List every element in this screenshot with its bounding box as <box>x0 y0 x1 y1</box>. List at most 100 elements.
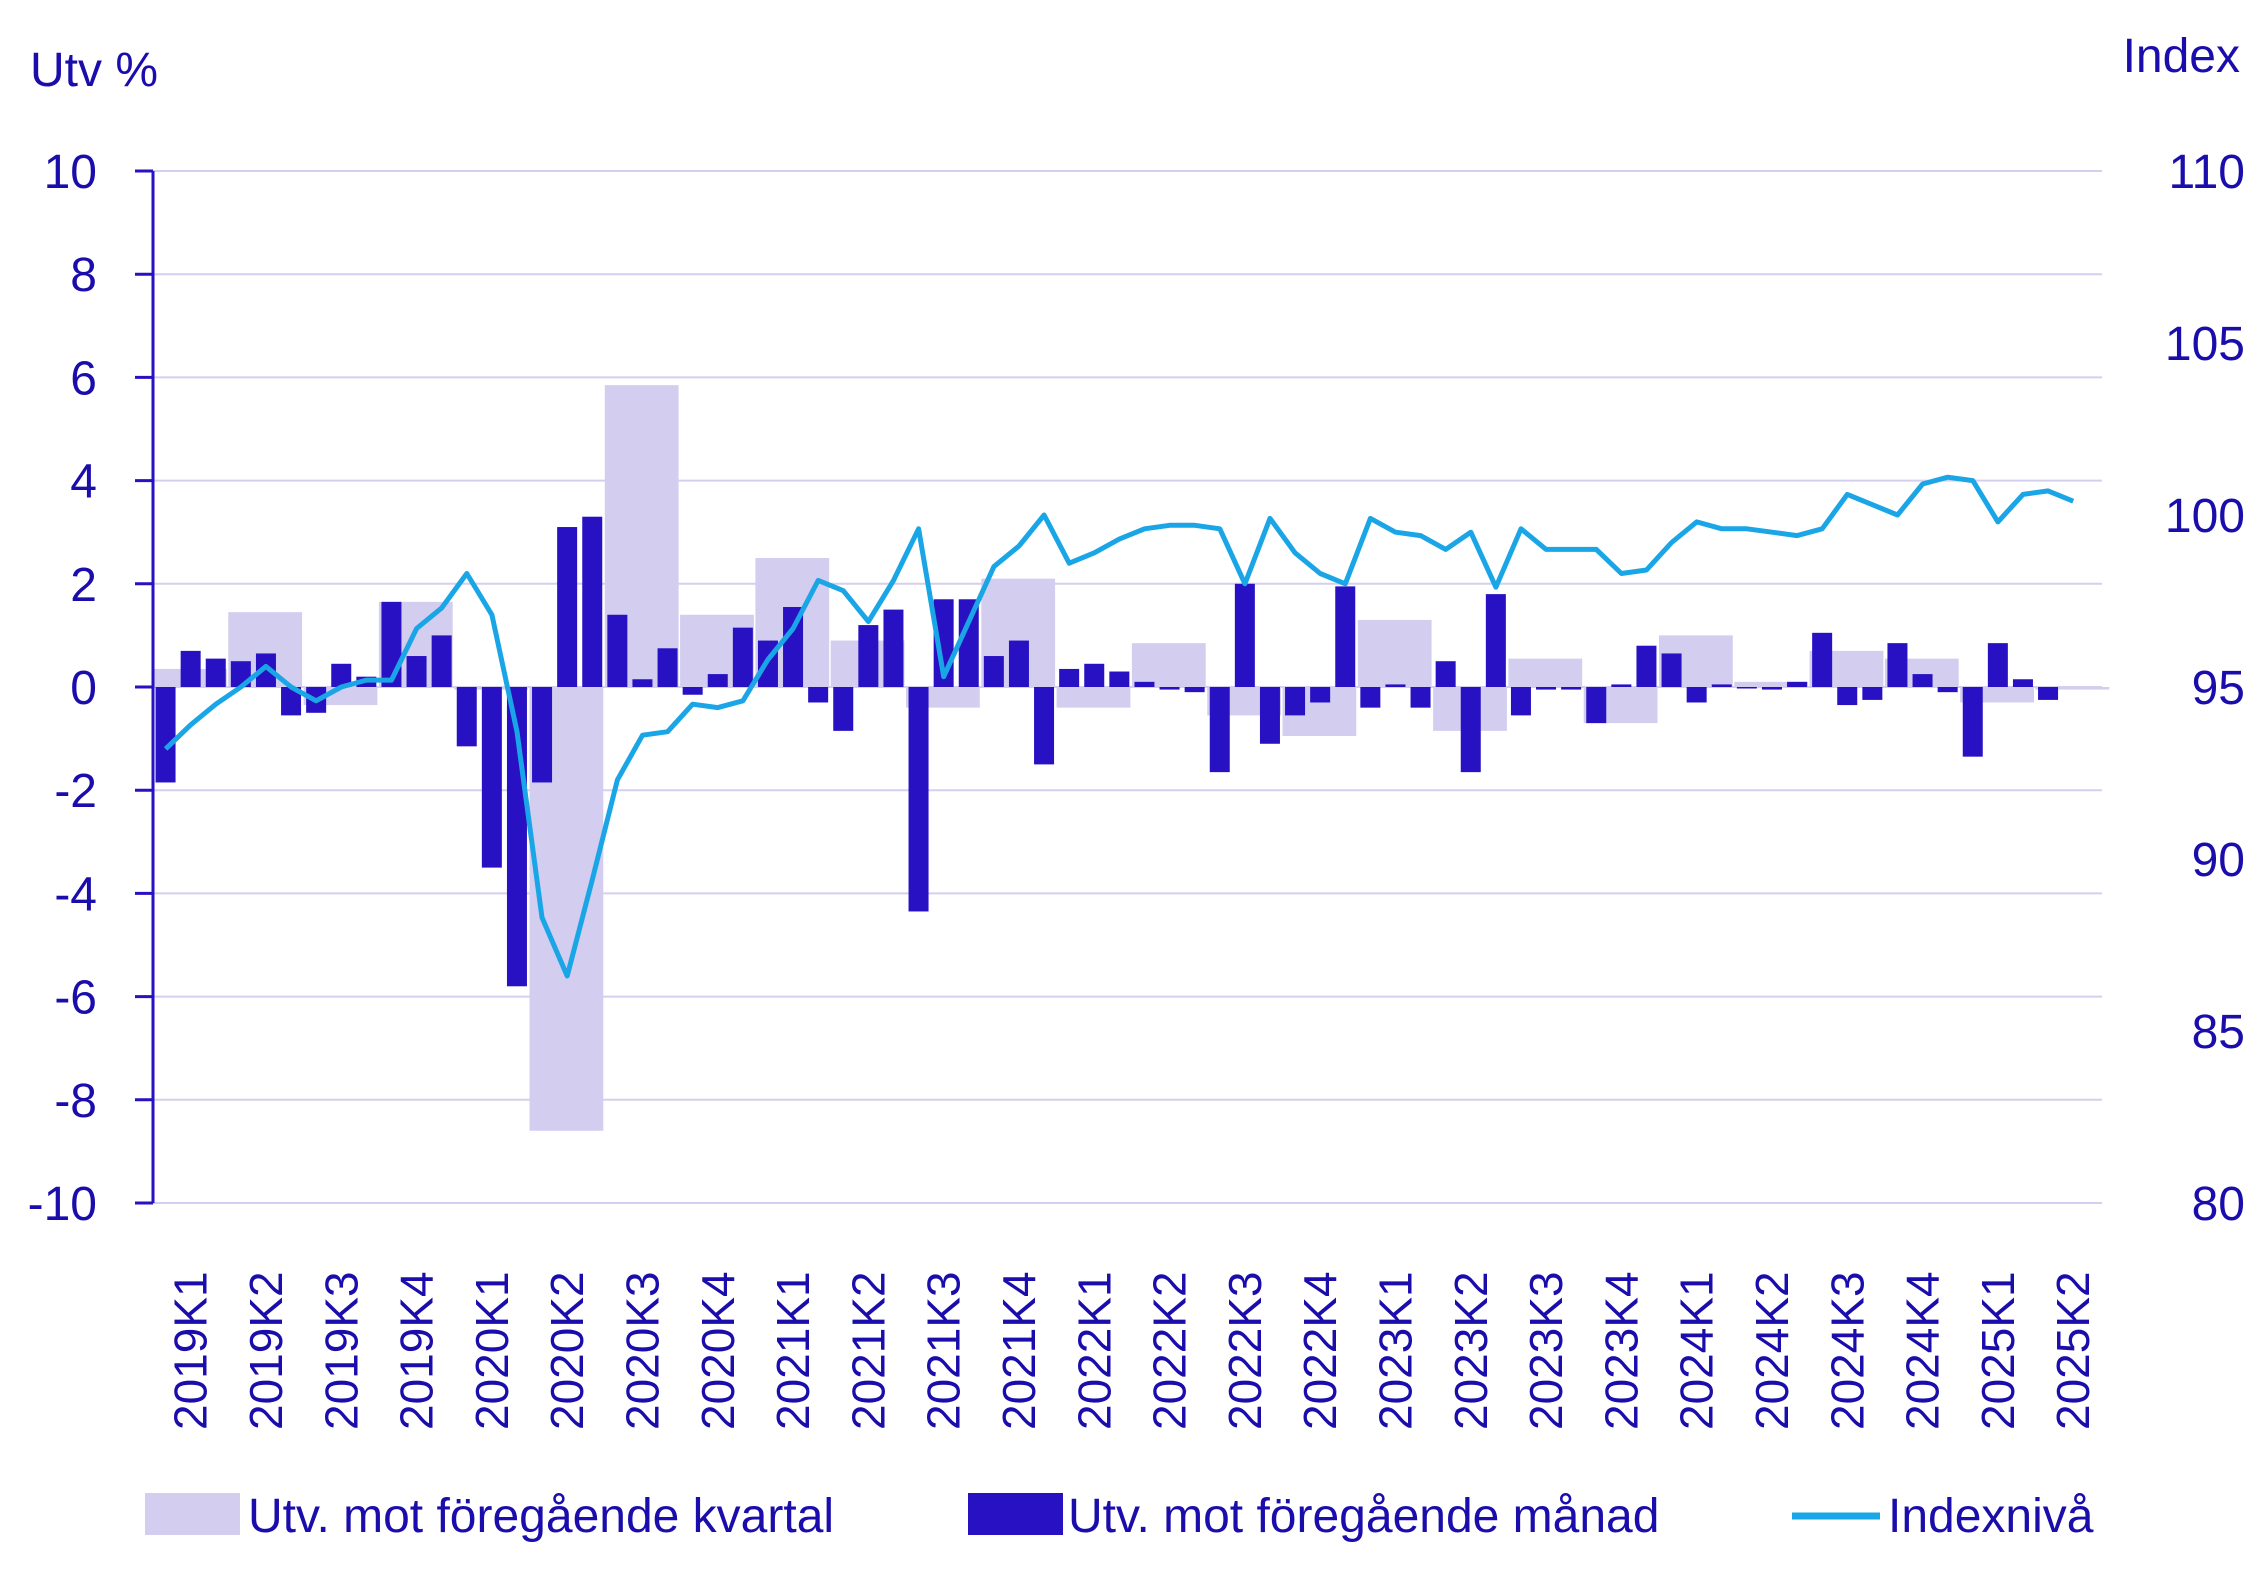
left-axis-tick-label: 0 <box>70 662 97 715</box>
x-axis-tick-label: 2022K2 <box>1144 1271 1196 1430</box>
x-axis-tick-label: 2020K2 <box>541 1271 593 1430</box>
monthly-bar <box>582 516 603 687</box>
x-axis-tick-label: 2019K4 <box>391 1271 443 1430</box>
index-line-path <box>163 474 2075 979</box>
x-axis-tick-label: 2021K4 <box>993 1271 1045 1430</box>
x-axis-tick-label: 2020K1 <box>466 1271 518 1430</box>
quarterly-bar <box>1056 687 1131 708</box>
monthly-bar <box>205 658 226 687</box>
monthly-bar <box>1510 687 1531 716</box>
x-axis-tick-label: 2024K3 <box>1821 1271 1873 1430</box>
monthly-bar <box>1887 643 1908 687</box>
left-axis-tick-label: 2 <box>70 559 97 612</box>
x-axis-tick-label: 2024K1 <box>1671 1271 1723 1430</box>
monthly-bar <box>1862 687 1883 700</box>
x-axis-tick-label: 2025K2 <box>2047 1271 2099 1430</box>
x-axis-tick-label: 2023K3 <box>1520 1271 1572 1430</box>
monthly-bar <box>1962 687 1983 757</box>
left-axis-label: Utv % <box>30 44 158 97</box>
monthly-bar <box>456 687 477 747</box>
x-axis-tick-label: 2023K4 <box>1595 1271 1647 1430</box>
monthly-bar <box>732 627 753 687</box>
x-axis-tick-label: 2022K3 <box>1219 1271 1271 1430</box>
monthly-bar <box>406 656 427 687</box>
x-axis-tick-label: 2019K1 <box>165 1271 217 1430</box>
left-axis-tick-label: 8 <box>70 249 97 302</box>
monthly-bar <box>858 625 879 687</box>
right-axis-tick-label: 95 <box>2192 662 2245 715</box>
monthly-bar <box>2038 687 2059 700</box>
quarterly-bar <box>1357 619 1432 687</box>
monthly-bar <box>1661 653 1682 687</box>
monthly-bar <box>958 599 979 687</box>
monthly-bar <box>682 687 703 695</box>
left-axis-tick-label: 10 <box>44 146 97 199</box>
monthly-bar <box>707 674 728 687</box>
monthly-bar <box>532 687 553 783</box>
monthly-bar <box>381 601 402 687</box>
monthly-bar <box>1209 687 1230 773</box>
monthly-bar <box>1059 668 1080 687</box>
right-axis-tick-label: 85 <box>2192 1006 2245 1059</box>
monthly-bar <box>557 527 578 687</box>
left-axis-tick-labels: 10 8 6 4 2 0 -2 -4 -6 -8 -10 <box>28 146 97 1231</box>
monthly-bar <box>1912 674 1933 687</box>
x-axis-tick-label: 2021K3 <box>918 1271 970 1430</box>
monthly-bar <box>607 614 628 687</box>
monthly-bar <box>833 687 854 731</box>
quarterly-bar <box>2035 687 2110 690</box>
left-axis-tick-label: -6 <box>54 972 97 1025</box>
monthly-bars <box>155 516 2059 987</box>
monthly-bar <box>1335 586 1356 687</box>
monthly-bar <box>431 635 452 687</box>
monthly-bar <box>1360 687 1381 708</box>
quarterly-bars <box>153 385 2110 1131</box>
x-axis-tick-label: 2024K4 <box>1897 1271 1949 1430</box>
monthly-bar <box>1234 583 1255 687</box>
quarterly-bar <box>1131 643 1206 687</box>
legend-swatch-quarterly <box>145 1493 240 1535</box>
legend-label-quarterly: Utv. mot föregående kvartal <box>248 1490 834 1543</box>
monthly-bar <box>1561 687 1582 690</box>
x-axis-tick-label: 2023K1 <box>1370 1271 1422 1430</box>
monthly-bar <box>331 663 352 687</box>
monthly-bar <box>1184 687 1205 693</box>
monthly-bar <box>632 679 653 687</box>
left-axis-tick-label: 4 <box>70 456 97 509</box>
x-axis-tick-label: 2019K3 <box>315 1271 367 1430</box>
monthly-bar <box>1109 671 1130 687</box>
left-axis-tick-label: -8 <box>54 1075 97 1128</box>
monthly-bar <box>1736 687 1757 689</box>
x-axis-tick-label: 2020K4 <box>692 1271 744 1430</box>
monthly-bar <box>1310 687 1331 703</box>
x-axis-tick-labels: 2019K1 2019K2 2019K3 2019K4 2020K1 2020K2 2020… <box>165 1271 2099 1430</box>
right-axis-tick-label: 80 <box>2192 1178 2245 1231</box>
x-axis-tick-label: 2022K1 <box>1068 1271 1120 1430</box>
monthly-bar <box>1259 687 1280 744</box>
monthly-bar <box>481 687 502 868</box>
monthly-bar <box>155 687 176 783</box>
x-axis-tick-label: 2019K2 <box>240 1271 292 1430</box>
x-axis-tick-label: 2020K3 <box>617 1271 669 1430</box>
x-axis-tick-label: 2024K2 <box>1746 1271 1798 1430</box>
monthly-bar <box>1586 687 1607 724</box>
monthly-bar <box>1812 632 1833 687</box>
monthly-bar <box>1435 661 1456 687</box>
monthly-bar <box>1134 681 1155 687</box>
monthly-bar <box>1034 687 1055 765</box>
monthly-bar <box>908 687 929 912</box>
monthly-bar <box>1084 663 1105 687</box>
right-axis-tick-label: 90 <box>2192 834 2245 887</box>
legend: Utv. mot föregående kvartal Utv. mot för… <box>145 1490 2094 1543</box>
x-axis-tick-label: 2025K1 <box>1972 1271 2024 1430</box>
right-axis-tick-labels: 110 105 100 95 90 85 80 <box>2165 146 2245 1231</box>
monthly-bar <box>1385 684 1406 687</box>
monthly-bar <box>180 650 201 687</box>
monthly-bar <box>1937 687 1958 693</box>
monthly-bar <box>1787 681 1808 687</box>
monthly-bar <box>1636 645 1657 687</box>
monthly-bar <box>1008 640 1029 687</box>
legend-swatch-monthly <box>968 1493 1063 1535</box>
x-axis-tick-label: 2023K2 <box>1445 1271 1497 1430</box>
monthly-bar <box>1410 687 1431 708</box>
